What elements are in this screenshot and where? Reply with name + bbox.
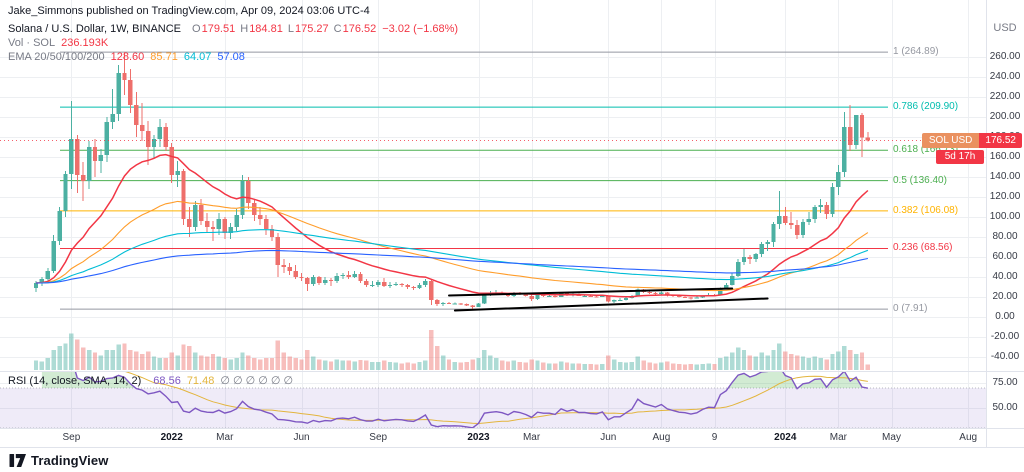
- price-tick-label: 240.00: [989, 71, 1021, 82]
- price-tick-label: 140.00: [989, 171, 1021, 182]
- time-tick-label: Aug: [652, 432, 671, 443]
- price-tick-label: 200.00: [989, 111, 1021, 122]
- time-tick-label: Sep: [369, 432, 388, 443]
- ohlc-open-value: 179.51: [201, 23, 236, 35]
- volume-label: Vol · SOL: [8, 37, 56, 49]
- fib-level-label: 0.786 (209.90): [893, 101, 959, 113]
- time-scale[interactable]: Sep 2022 Mar Jun Sep 2023 Mar Jun Aug 9 2024 Mar May…: [0, 430, 986, 447]
- symbol-title: Solana / U.S. Dollar, 1W, BINANCE: [8, 23, 182, 35]
- price-badge-value: 176.52: [979, 133, 1022, 148]
- publish-text: Jake_Simmons published on TradingView.co…: [8, 5, 370, 17]
- time-tick-label: Jun: [293, 432, 310, 443]
- ema-legend-row[interactable]: EMA 20/50/100/200 128.60 85.71 64.07 57.08: [8, 51, 245, 64]
- ohlc-high-value: 184.81: [249, 23, 283, 35]
- fib-level-label: 0 (7.91): [893, 303, 928, 315]
- price-tick-label: -40.00: [990, 351, 1020, 362]
- symb0l-legend-row[interactable]: Solana / U.S. Dollar, 1W, BINANCE O179.51…: [8, 23, 458, 36]
- axis-currency-label: USD: [993, 22, 1017, 34]
- ohlc-open-key: O: [192, 23, 201, 35]
- price-tick-label: 60.00: [992, 251, 1018, 262]
- time-tick-label: Mar: [829, 432, 847, 443]
- time-tick-label: 2024: [774, 432, 797, 443]
- tradingview-logo[interactable]: TradingView: [9, 453, 108, 468]
- ema-label: EMA 20/50/100/200: [8, 51, 105, 63]
- time-tick-label: May: [882, 432, 901, 443]
- tradingview-wordmark: TradingView: [31, 452, 109, 468]
- price-tick-label: 220.00: [989, 91, 1021, 102]
- rsi-tick-label: 75.00: [992, 377, 1018, 388]
- time-tick-label: Mar: [216, 432, 234, 443]
- tradingview-logo-icon: [9, 453, 26, 467]
- change-value: −3.02 (−1.68%): [382, 23, 459, 35]
- price-scale[interactable]: USD 260.00240.00220.00200.00180.00160.00…: [986, 0, 1024, 447]
- price-tick-label: 20.00: [992, 291, 1018, 302]
- price-tick-label: 40.00: [992, 271, 1018, 282]
- ohlc-low-value: 175.27: [294, 23, 329, 35]
- time-tick-label: Sep: [62, 432, 81, 443]
- time-tick-label: Mar: [522, 432, 541, 443]
- price-badge-symbol: SOL USD: [921, 133, 980, 148]
- fib-level-label: 1 (264.89): [893, 46, 939, 58]
- time-tick-label: Jun: [600, 432, 617, 443]
- rsi-plot: [41, 372, 869, 428]
- rsi-empty-plots: ∅ ∅ ∅ ∅ ∅ ∅: [220, 375, 294, 387]
- fib-level-label: 0.5 (136.40): [893, 174, 947, 186]
- price-tick-label: 260.00: [989, 51, 1021, 62]
- price-tick-label: 160.00: [989, 151, 1021, 162]
- price-tick-label: 120.00: [989, 191, 1021, 202]
- rsi-tick-label: 50.00: [992, 402, 1018, 413]
- time-tick-label: 2022: [160, 432, 183, 443]
- volume-legend-row[interactable]: Vol · SOL 236.193K: [8, 37, 108, 50]
- time-tick-label: 2023: [467, 432, 490, 443]
- publish-line: Jake_Simmons published on TradingView.co…: [8, 5, 370, 18]
- ohlc-close-value: 176.52: [342, 23, 377, 35]
- ema100-value: 64.07: [183, 51, 212, 63]
- price-tick-label: 80.00: [992, 231, 1018, 242]
- price-tick-label: 0.00: [995, 311, 1015, 322]
- fib-level-label: 0.382 (106.08): [893, 204, 959, 216]
- rsi-title: RSI (14, close, SMA, 14, 2): [8, 375, 142, 387]
- fib-retracement-lines: [60, 51, 888, 310]
- rsi-legend-row[interactable]: RSI (14, close, SMA, 14, 2) 68.56 71.48 ∅ ∅…: [8, 375, 293, 388]
- fib-level-label: 0.618 (166.73): [893, 144, 959, 156]
- time-tick-label: Aug: [959, 432, 978, 443]
- ema-lines: [35, 153, 869, 298]
- rsi-value: 68.56: [153, 375, 181, 387]
- ema200-value: 57.08: [217, 51, 245, 63]
- fib-level-label: 0.236 (68.56): [893, 242, 953, 254]
- price-tick-label: 100.00: [989, 211, 1021, 222]
- ohlc-close-key: C: [333, 23, 342, 35]
- ema20-value: 128.60: [110, 51, 145, 63]
- footer-bar: TradingView: [0, 447, 1024, 472]
- rsi-ma-value: 71.48: [186, 375, 215, 387]
- ohlc-low-key: L: [287, 23, 294, 35]
- volume-value: 236.193K: [61, 37, 109, 49]
- ema50-value: 85.71: [150, 51, 178, 63]
- time-tick-label: 9: [711, 432, 718, 443]
- price-tick-label: -20.00: [990, 331, 1020, 342]
- bar-countdown-badge: 5d 17h: [936, 150, 984, 164]
- trendlines[interactable]: [448, 287, 769, 312]
- price-badge: SOL USD 176.52: [921, 133, 1022, 148]
- volume-bars: [33, 330, 871, 370]
- ohlc-high-key: H: [240, 23, 249, 35]
